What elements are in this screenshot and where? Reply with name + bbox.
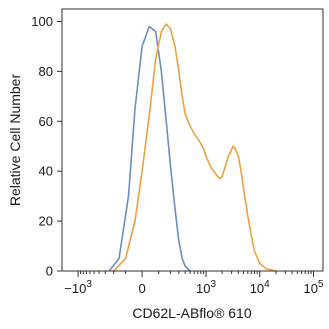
x-tick-label: 105 xyxy=(304,279,324,296)
y-tick-label: 80 xyxy=(39,64,53,79)
x-axis: −103 0 103 104 105 xyxy=(64,271,324,296)
series-line-1 xyxy=(108,25,191,272)
x-tick-label: −103 xyxy=(64,279,92,296)
x-tick-label: 104 xyxy=(250,279,270,296)
y-tick-label: 20 xyxy=(39,214,53,229)
x-axis-label: CD62L-ABflo® 610 xyxy=(132,305,251,321)
series-line-2 xyxy=(113,23,277,272)
x-tick-label: 103 xyxy=(196,279,216,296)
series-layer xyxy=(108,23,277,272)
plot-frame xyxy=(61,8,324,272)
y-axis: 0 20 40 60 80 100 xyxy=(31,14,62,279)
y-tick-label: 60 xyxy=(39,114,53,129)
y-tick-label: 100 xyxy=(31,14,53,29)
y-tick-label: 0 xyxy=(46,264,53,279)
y-tick-label: 40 xyxy=(39,164,53,179)
y-axis-label: Relative Cell Number xyxy=(7,74,23,207)
x-tick-label: 0 xyxy=(138,281,145,296)
